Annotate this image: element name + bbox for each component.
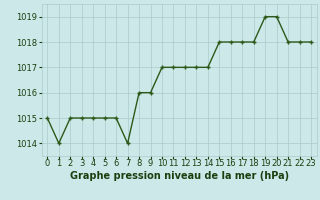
X-axis label: Graphe pression niveau de la mer (hPa): Graphe pression niveau de la mer (hPa)	[70, 171, 289, 181]
